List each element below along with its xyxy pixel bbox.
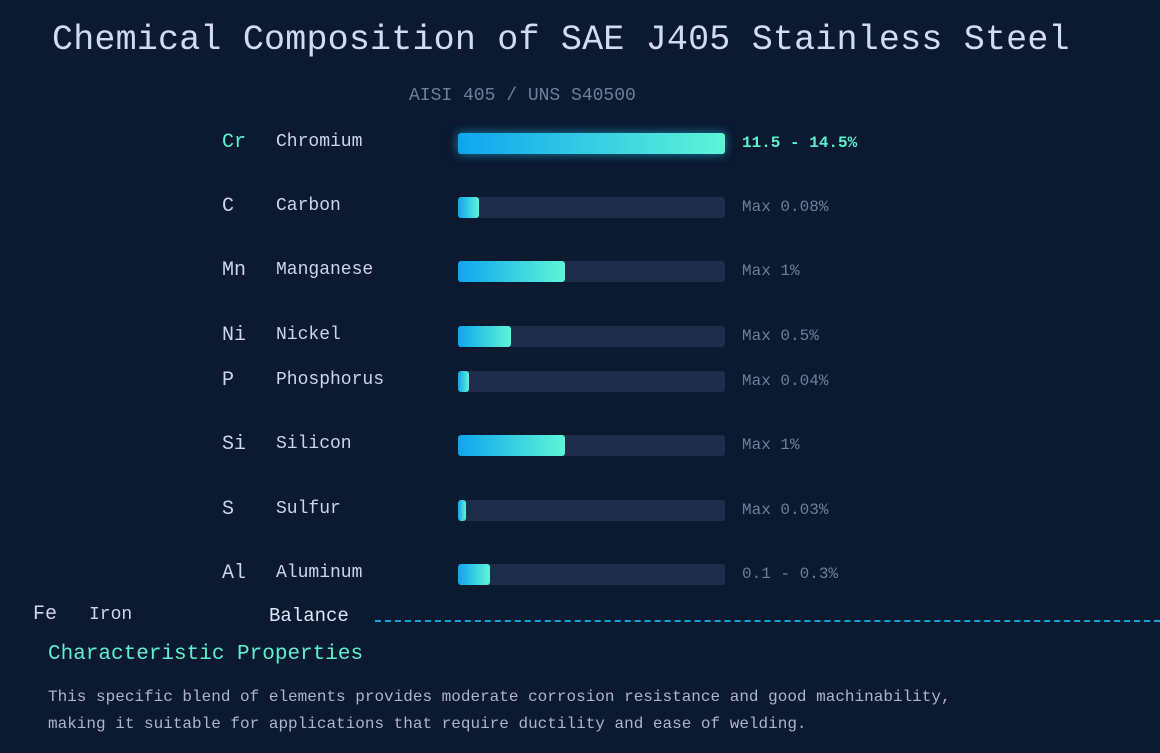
element-row: S Sulfur Max 0.03%: [0, 498, 1160, 528]
element-value: Max 1%: [742, 436, 800, 454]
element-row: Mn Manganese Max 1%: [0, 259, 1160, 289]
bar-fill: [458, 371, 469, 392]
element-value: 11.5 - 14.5%: [742, 134, 858, 152]
element-row: Al Aluminum 0.1 - 0.3%: [0, 562, 1160, 592]
bar-track: [458, 133, 725, 154]
bar-track: [458, 261, 725, 282]
element-name: Nickel: [276, 325, 341, 345]
balance-value: Balance: [269, 605, 349, 627]
bar-track: [458, 435, 725, 456]
element-name: Manganese: [276, 260, 374, 280]
element-value: Max 0.08%: [742, 198, 829, 216]
chart-subtitle: AISI 405 / UNS S40500: [409, 86, 636, 106]
element-row: Cr Chromium 11.5 - 14.5%: [0, 131, 1160, 161]
element-row: C Carbon Max 0.08%: [0, 195, 1160, 225]
element-value: Max 0.03%: [742, 501, 829, 519]
bar-track: [458, 500, 725, 521]
element-value: Max 0.04%: [742, 372, 829, 390]
element-name: Carbon: [276, 196, 341, 216]
bar-fill: [458, 564, 491, 585]
bar-track: [458, 371, 725, 392]
bar-track: [458, 197, 725, 218]
balance-dashed-line: [375, 620, 1160, 622]
bar-fill: [458, 261, 565, 282]
element-row: P Phosphorus Max 0.04%: [0, 369, 1160, 399]
balance-name: Iron: [89, 605, 133, 625]
element-name: Aluminum: [276, 563, 363, 583]
element-symbol: C: [222, 195, 235, 218]
bar-track: [458, 326, 725, 347]
bar-fill: [458, 197, 480, 218]
balance-symbol: Fe: [33, 603, 58, 626]
element-symbol: Si: [222, 433, 247, 456]
element-symbol: Ni: [222, 324, 247, 347]
element-name: Sulfur: [276, 499, 341, 519]
element-value: Max 1%: [742, 262, 800, 280]
chart-title: Chemical Composition of SAE J405 Stainle…: [52, 20, 1070, 60]
element-symbol: S: [222, 498, 235, 521]
element-row: Ni Nickel Max 0.5%: [0, 324, 1160, 354]
element-row: Si Silicon Max 1%: [0, 433, 1160, 463]
element-name: Silicon: [276, 434, 352, 454]
bar-track: [458, 564, 725, 585]
properties-text: This specific blend of elements provides…: [48, 688, 951, 733]
bar-fill: [458, 435, 565, 456]
element-symbol: P: [222, 369, 235, 392]
bar-fill: [458, 326, 512, 347]
bar-fill: [458, 500, 466, 521]
element-symbol: Al: [222, 562, 247, 585]
element-name: Phosphorus: [276, 370, 385, 390]
element-value: 0.1 - 0.3%: [742, 565, 839, 583]
element-symbol: Cr: [222, 131, 247, 154]
element-symbol: Mn: [222, 259, 247, 282]
element-name: Chromium: [276, 132, 363, 152]
element-value: Max 0.5%: [742, 327, 819, 345]
bar-fill: [458, 133, 725, 154]
properties-title: Characteristic Properties: [48, 643, 364, 666]
